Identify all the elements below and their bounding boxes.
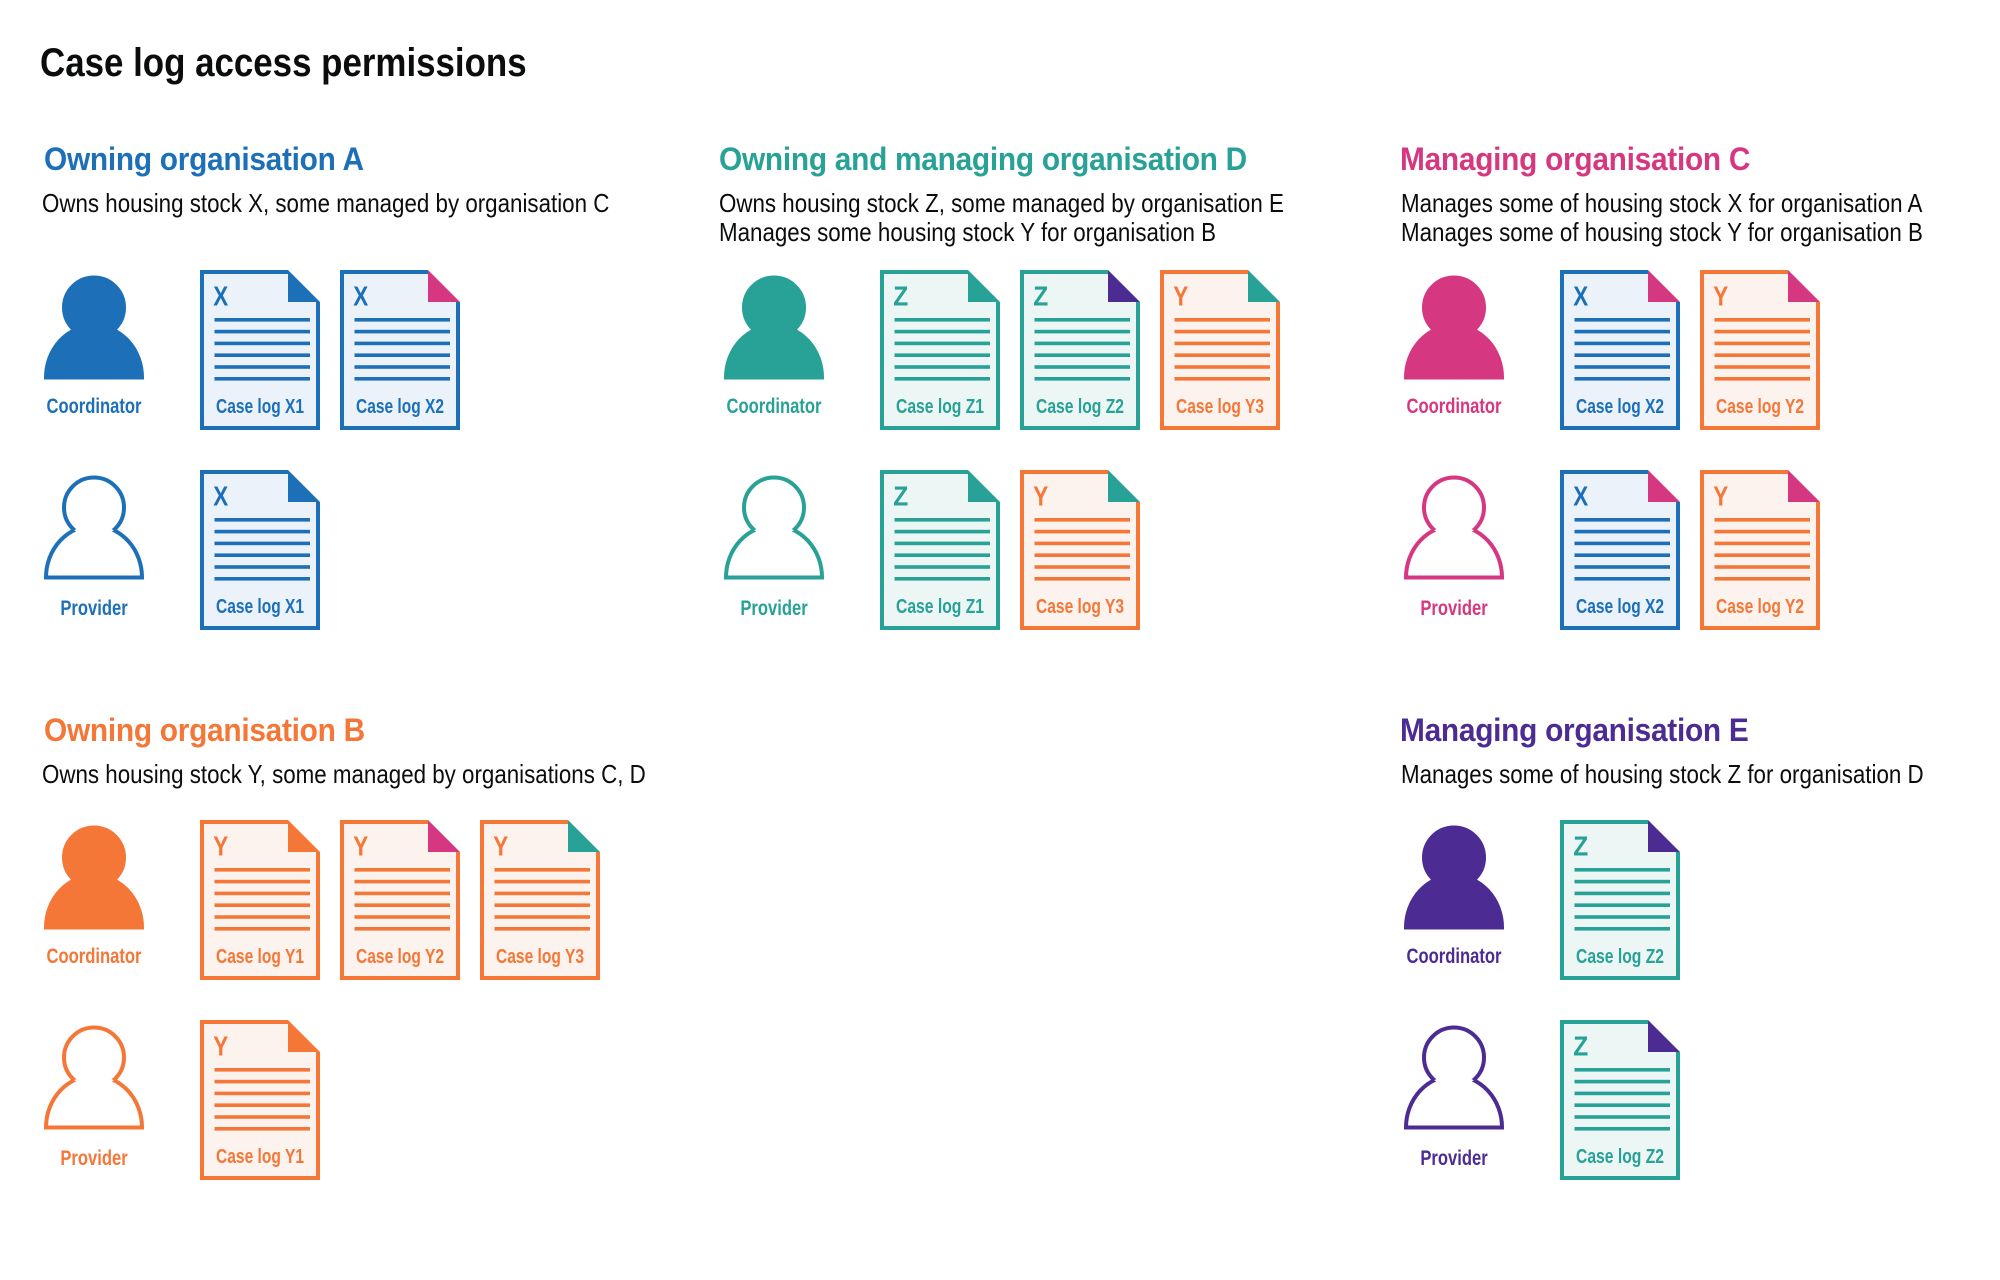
svg-text:Y: Y	[353, 831, 368, 862]
svg-text:Case log Y2: Case log Y2	[1716, 396, 1804, 418]
svg-text:Case log X2: Case log X2	[1576, 396, 1664, 418]
svg-text:Case log Y3: Case log Y3	[496, 946, 584, 968]
svg-text:X: X	[1573, 481, 1588, 512]
svg-text:Y: Y	[493, 831, 508, 862]
svg-text:Y: Y	[213, 1031, 228, 1062]
svg-text:Z: Z	[1033, 281, 1048, 312]
svg-text:Y: Y	[1173, 281, 1188, 312]
svg-text:Z: Z	[1573, 831, 1588, 862]
svg-text:Case log Y3: Case log Y3	[1176, 396, 1264, 418]
svg-text:Case log Y1: Case log Y1	[216, 1146, 304, 1168]
svg-text:Case log Z2: Case log Z2	[1576, 946, 1664, 968]
svg-text:Case log Z1: Case log Z1	[896, 396, 984, 418]
svg-text:Z: Z	[893, 281, 908, 312]
svg-text:X: X	[213, 481, 228, 512]
svg-text:Case log X2: Case log X2	[1576, 596, 1664, 618]
svg-text:Case log Y3: Case log Y3	[1036, 596, 1124, 618]
svg-text:Case log Z1: Case log Z1	[896, 596, 984, 618]
svg-text:Y: Y	[213, 831, 228, 862]
svg-text:Z: Z	[893, 481, 908, 512]
svg-text:X: X	[1573, 281, 1588, 312]
svg-text:X: X	[213, 281, 228, 312]
svg-text:X: X	[353, 281, 368, 312]
svg-text:Y: Y	[1713, 281, 1728, 312]
svg-text:Y: Y	[1713, 481, 1728, 512]
svg-text:Z: Z	[1573, 1031, 1588, 1062]
svg-text:Case log Y2: Case log Y2	[1716, 596, 1804, 618]
svg-text:Case log Y1: Case log Y1	[216, 946, 304, 968]
svg-text:Case log Z2: Case log Z2	[1576, 1146, 1664, 1168]
svg-text:Case log Z2: Case log Z2	[1036, 396, 1124, 418]
svg-text:Y: Y	[1033, 481, 1048, 512]
svg-text:Case log X2: Case log X2	[356, 396, 444, 418]
svg-text:Case log X1: Case log X1	[216, 396, 304, 418]
svg-text:Case log Y2: Case log Y2	[356, 946, 444, 968]
svg-text:Case log X1: Case log X1	[216, 596, 304, 618]
